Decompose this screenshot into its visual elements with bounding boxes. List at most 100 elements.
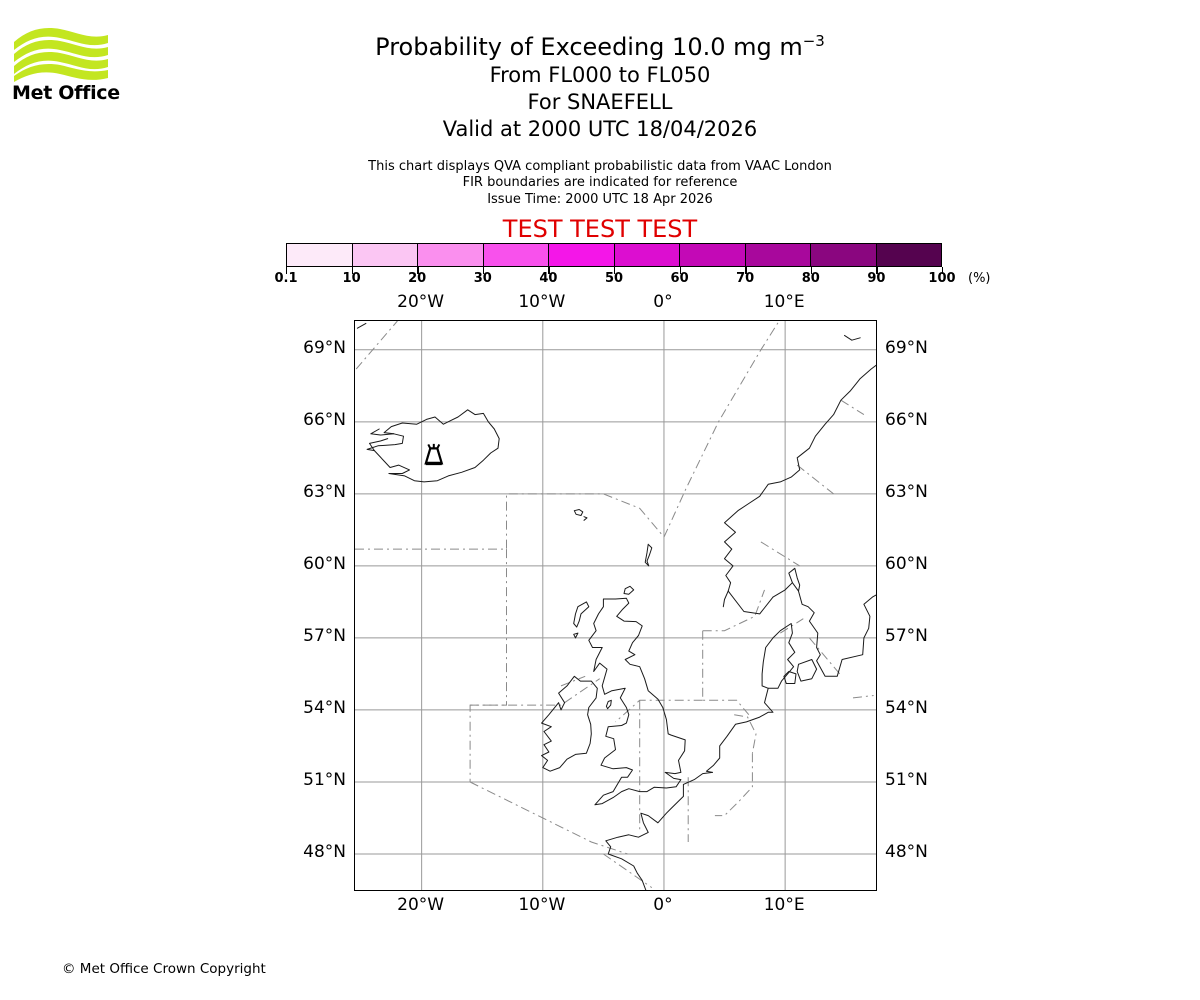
copyright-notice: © Met Office Crown Copyright bbox=[62, 961, 266, 977]
coastline-path-24 bbox=[356, 322, 367, 329]
coastline-path-0 bbox=[366, 409, 500, 483]
probability-colorbar bbox=[286, 243, 942, 267]
fir-path-20 bbox=[852, 695, 874, 699]
coastline-path-6 bbox=[623, 585, 635, 595]
colorbar-tick-label-90: 90 bbox=[867, 271, 886, 286]
lon-label-top-0°: 0° bbox=[653, 292, 673, 312]
lon-label-top-10°E: 10°E bbox=[763, 292, 805, 312]
colorbar-tick-90 bbox=[876, 267, 878, 274]
colorbar-segment-3 bbox=[482, 244, 548, 266]
lat-label-left-57°N: 57°N bbox=[303, 625, 346, 646]
colorbar-segment-6 bbox=[679, 244, 745, 266]
colorbar-tick-100 bbox=[942, 267, 944, 274]
lon-label-top-10°W: 10°W bbox=[518, 292, 566, 312]
coastline-path-20 bbox=[783, 671, 797, 684]
lon-label-top-20°W: 20°W bbox=[397, 292, 445, 312]
colorbar-tick-40 bbox=[548, 267, 550, 274]
coastline-path-19 bbox=[796, 659, 818, 682]
fir-path-4 bbox=[560, 675, 586, 687]
coastline-path-21 bbox=[705, 687, 774, 773]
colorbar-unit-label: (%) bbox=[968, 271, 991, 286]
lat-label-right-63°N: 63°N bbox=[885, 481, 928, 502]
fir-path-2 bbox=[469, 549, 507, 782]
fir-path-0 bbox=[355, 321, 398, 370]
page-title-text: Probability of Exceeding 10.0 mg m bbox=[375, 33, 803, 61]
lat-label-right-69°N: 69°N bbox=[885, 337, 928, 358]
lat-label-left-60°N: 60°N bbox=[303, 553, 346, 574]
volcano-symbol bbox=[424, 443, 444, 466]
lat-label-right-60°N: 60°N bbox=[885, 553, 928, 574]
met-office-logo-text: Met Office bbox=[12, 82, 120, 104]
colorbar-tick-label-30: 30 bbox=[473, 271, 492, 286]
colorbar-tick-label-100: 100 bbox=[928, 271, 956, 286]
colorbar-tick-10 bbox=[351, 267, 353, 274]
coastline-path-16 bbox=[772, 582, 793, 598]
colorbar-tick-label-60: 60 bbox=[670, 271, 689, 286]
fir-path-7 bbox=[702, 630, 750, 716]
colorbar-segment-7 bbox=[744, 244, 810, 266]
colorbar-segment-1 bbox=[351, 244, 417, 266]
colorbar-tick-80 bbox=[810, 267, 813, 274]
colorbar-segment-4 bbox=[548, 244, 614, 266]
fir-path-12 bbox=[734, 714, 757, 754]
coastline-path-8 bbox=[573, 632, 579, 639]
fir-path-13 bbox=[714, 753, 753, 817]
title-flight-levels: From FL000 to FL050 bbox=[489, 63, 711, 87]
coastline-path-13 bbox=[722, 590, 729, 608]
colorbar-tick-label-0.1: 0.1 bbox=[274, 271, 298, 286]
lon-label-bottom-10°W: 10°W bbox=[518, 895, 566, 915]
lat-label-left-48°N: 48°N bbox=[303, 841, 346, 862]
lat-label-left-54°N: 54°N bbox=[303, 697, 346, 718]
colorbar-tick-60 bbox=[679, 267, 681, 274]
colorbar-tick-label-80: 80 bbox=[801, 271, 820, 286]
fir-path-1 bbox=[355, 493, 665, 550]
coastline-path-18 bbox=[761, 623, 796, 689]
coastline-path-12 bbox=[724, 364, 876, 592]
coastlines bbox=[356, 322, 876, 890]
colorbar-tick-30 bbox=[482, 267, 485, 274]
colorbar-tick-70 bbox=[745, 267, 747, 274]
colorbar-tick-label-10: 10 bbox=[342, 271, 361, 286]
coastline-path-22 bbox=[605, 771, 713, 890]
lat-label-right-48°N: 48°N bbox=[885, 841, 928, 862]
fir-path-5 bbox=[663, 321, 780, 538]
coastline-path-17 bbox=[727, 590, 774, 615]
subtitle-issue-time: Issue Time: 2000 UTC 18 Apr 2026 bbox=[487, 192, 713, 207]
coastline-path-2 bbox=[370, 428, 395, 436]
colorbar-tick-0.1 bbox=[286, 267, 288, 274]
lat-label-left-51°N: 51°N bbox=[303, 769, 346, 790]
subtitle-qva-note: This chart displays QVA compliant probab… bbox=[368, 159, 832, 174]
coastline-path-1 bbox=[369, 438, 389, 452]
volcano-marker-icon bbox=[424, 443, 444, 466]
page-title: Probability of Exceeding 10.0 mg m−3 bbox=[0, 26, 1200, 62]
map-plot-area[interactable] bbox=[354, 320, 877, 891]
colorbar-segment-5 bbox=[613, 244, 679, 266]
colorbar-segment-2 bbox=[417, 244, 483, 266]
coastline-path-4 bbox=[583, 516, 588, 521]
fir-path-18 bbox=[760, 541, 800, 567]
page-title-exponent: −3 bbox=[802, 32, 825, 50]
colorbar-tick-label-50: 50 bbox=[604, 271, 624, 286]
coastline-path-9 bbox=[588, 597, 686, 806]
lon-label-bottom-0°: 0° bbox=[653, 895, 673, 915]
colorbar-tick-20 bbox=[417, 267, 419, 274]
lon-label-bottom-20°W: 20°W bbox=[397, 895, 445, 915]
lon-label-bottom-10°E: 10°E bbox=[763, 895, 805, 915]
title-valid-time: Valid at 2000 UTC 18/04/2026 bbox=[442, 117, 758, 141]
fir-path-3 bbox=[470, 678, 600, 706]
fir-path-8 bbox=[615, 699, 703, 723]
met-office-wave-icon bbox=[14, 28, 108, 82]
title-volcano-name: For SNAEFELL bbox=[527, 90, 673, 114]
lat-label-left-66°N: 66°N bbox=[303, 409, 346, 430]
met-office-logo: Met Office bbox=[12, 22, 120, 112]
lat-label-left-69°N: 69°N bbox=[303, 337, 346, 358]
coastline-path-10 bbox=[605, 699, 612, 710]
map-canvas bbox=[355, 321, 876, 890]
fir-path-16 bbox=[840, 399, 865, 416]
coastline-path-15 bbox=[788, 567, 801, 592]
coastline-path-11 bbox=[541, 675, 598, 772]
coastline-path-14 bbox=[798, 590, 876, 677]
colorbar-segment-9 bbox=[875, 244, 941, 266]
fir-path-14 bbox=[809, 637, 841, 675]
colorbar-gradient bbox=[286, 243, 942, 267]
